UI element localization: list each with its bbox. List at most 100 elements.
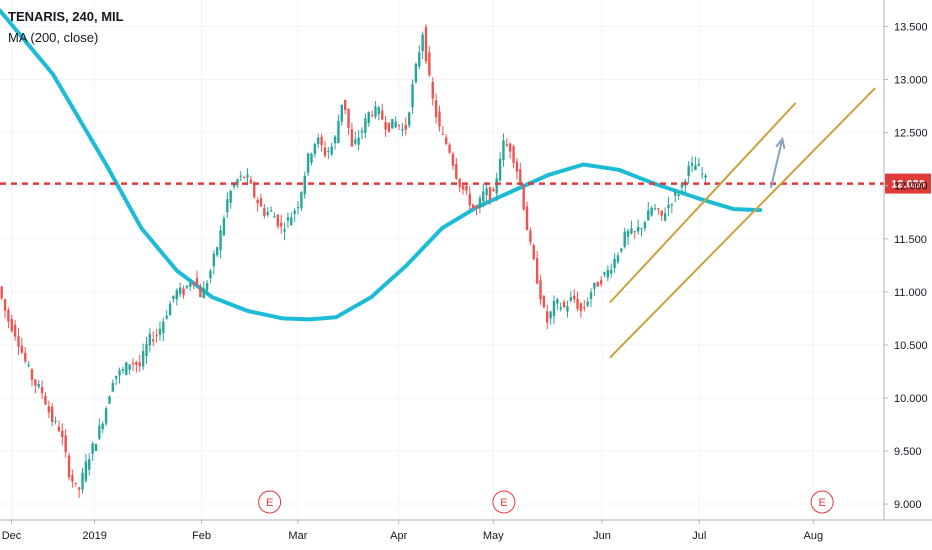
candle-body: [451, 153, 455, 166]
earnings-marker-label: E: [266, 497, 273, 509]
candle-body: [700, 173, 704, 175]
candle-body: [445, 137, 448, 144]
candle-body: [599, 280, 603, 285]
candle-body: [448, 144, 451, 153]
candle-body: [185, 285, 189, 288]
earnings-marker[interactable]: [810, 490, 834, 514]
candle-body: [647, 210, 650, 221]
candle-body: [438, 111, 441, 127]
candle-body: [300, 192, 303, 209]
candle-body: [125, 362, 128, 375]
candle-body: [434, 100, 438, 118]
projection-arrow[interactable]: [769, 138, 784, 189]
candle-body: [650, 208, 653, 216]
candle-body: [317, 137, 320, 144]
candle-body: [677, 194, 680, 197]
x-tick-label: Dec: [2, 530, 22, 542]
candle-body: [276, 214, 280, 227]
candle-body: [680, 182, 684, 188]
candle-body: [141, 351, 145, 367]
candle-body: [657, 208, 660, 210]
x-tick-label: May: [483, 530, 504, 542]
candle-body: [633, 231, 636, 233]
trend-channel-line[interactable]: [609, 102, 797, 304]
earnings-marker[interactable]: [492, 490, 516, 514]
candle-body: [350, 129, 354, 147]
candle-body: [370, 114, 374, 116]
candle-body: [694, 165, 697, 171]
candle-body: [418, 52, 421, 67]
candle-body: [229, 190, 232, 203]
candle-body: [131, 362, 135, 364]
candle-body: [27, 364, 30, 366]
y-tick-label: 10.000: [894, 393, 928, 405]
candle-body: [108, 396, 111, 404]
candle-body: [381, 110, 384, 120]
candle-body: [0, 286, 3, 299]
candle-body: [482, 191, 485, 202]
candle-body: [468, 194, 471, 206]
y-tick-label: 11.000: [894, 287, 927, 299]
candle-body: [411, 84, 414, 108]
candle-body: [64, 435, 67, 453]
candle-body: [636, 227, 640, 232]
candle-body: [687, 165, 690, 177]
y-tick-label: 13.500: [894, 22, 928, 34]
candle-body: [397, 124, 401, 126]
moving-average-layer: [0, 8, 763, 322]
candle-body: [162, 321, 165, 333]
candle-body: [505, 144, 509, 146]
candle-body: [67, 455, 71, 478]
candle-body: [118, 370, 121, 376]
candle-body: [653, 208, 657, 210]
candle-body: [283, 229, 286, 232]
x-tick-label: Jun: [593, 530, 611, 542]
candle-body: [697, 163, 700, 166]
candle-body: [519, 169, 522, 184]
earnings-marker[interactable]: [258, 490, 282, 514]
candle-body: [253, 183, 256, 197]
candle-body: [34, 379, 37, 386]
candle-body: [10, 318, 13, 332]
candle-body: [296, 206, 300, 209]
candle-body: [226, 199, 229, 213]
candle-body: [690, 163, 694, 166]
candle-body: [286, 217, 290, 221]
candle-body: [606, 269, 610, 278]
candle-body: [88, 459, 91, 470]
candle-body: [596, 282, 599, 287]
candle-body: [57, 426, 61, 432]
candle-body: [239, 175, 242, 177]
candle-body: [576, 298, 579, 309]
candle-body: [347, 108, 350, 128]
candle-body: [458, 178, 461, 188]
candles-layer: [0, 24, 707, 498]
symbol-title: TENARIS, 240, MIL: [8, 9, 124, 24]
y-tick-label: 9.500: [894, 446, 922, 458]
candle-body: [626, 231, 630, 237]
candle-body: [236, 179, 239, 186]
candle-body: [199, 287, 202, 298]
candle-body: [50, 406, 54, 423]
candle-body: [407, 112, 411, 126]
candle-body: [232, 184, 236, 187]
y-tick-label: 9.000: [894, 499, 922, 511]
y-tick-label: 10.500: [894, 340, 928, 352]
candle-body: [569, 297, 573, 301]
candle-body: [303, 175, 306, 195]
candle-body: [552, 300, 556, 316]
candle-body: [485, 188, 488, 196]
earnings-marker-label: E: [818, 497, 825, 509]
candle-body: [91, 443, 94, 454]
candle-body: [441, 133, 445, 135]
candle-body: [242, 176, 246, 178]
candle-body: [542, 296, 546, 308]
candle-body: [84, 461, 88, 481]
candle-body: [313, 143, 317, 155]
trend-channel-line[interactable]: [609, 87, 876, 359]
candle-body: [535, 258, 539, 284]
candle-body: [461, 185, 465, 190]
candle-body: [525, 206, 529, 231]
